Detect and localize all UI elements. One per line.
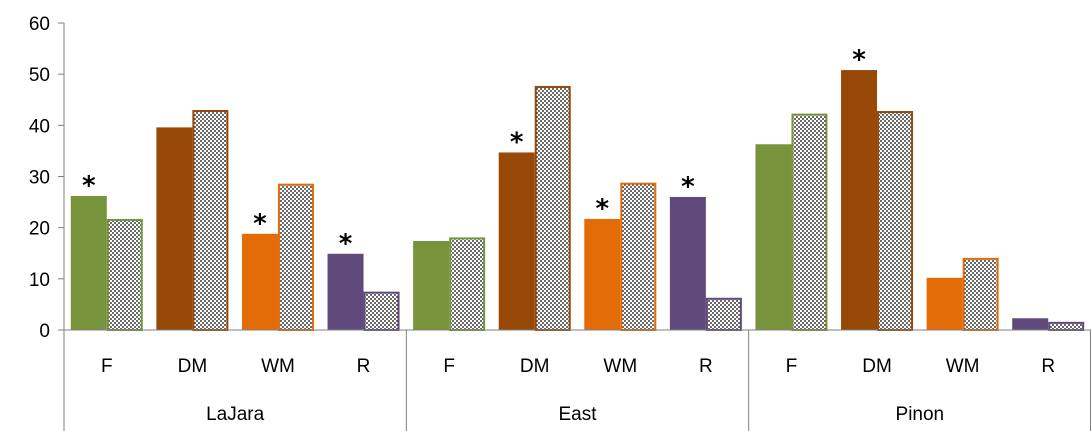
y-tick-label: 0 (39, 321, 50, 342)
x-category-label: R (357, 356, 371, 377)
x-category-label: WM (946, 356, 980, 377)
y-tick-label: 20 (29, 219, 50, 240)
x-category-label: R (1041, 356, 1055, 377)
y-tick-label: 40 (29, 116, 50, 137)
bar-dotted-east-f (449, 237, 486, 331)
bars-layer: * * * * * * * (70, 45, 1085, 332)
significance-star: * (595, 194, 609, 224)
x-category-label: F (786, 356, 798, 377)
significance-star: * (339, 229, 353, 259)
x-category-label: DM (862, 356, 892, 377)
bar-dotted-pinon-f (791, 113, 828, 331)
x-category-label: DM (178, 356, 208, 377)
significance-star: * (681, 172, 695, 202)
y-tick-label: 60 (29, 14, 50, 35)
y-axis: 0 10 20 30 40 50 60 (29, 14, 65, 342)
bar-dotted-pinon-r (1048, 321, 1085, 332)
x-category-label: F (443, 356, 455, 377)
bar-solid-pinon-wm (926, 277, 963, 330)
x-group-label: Pinon (896, 404, 945, 425)
bar-solid-east-f (413, 240, 450, 330)
bar-solid-pinon-r (1012, 318, 1049, 330)
x-group-label: LaJara (206, 404, 265, 425)
bar-solid-east-dm (498, 152, 535, 330)
y-tick-label: 50 (29, 65, 50, 86)
significance-star: * (852, 45, 866, 75)
y-tick-label: 10 (29, 270, 50, 291)
significance-star: * (510, 127, 524, 157)
x-axis: F DM WM R LaJara F DM WM R East F DM WM R Pinon (63, 329, 1091, 431)
bar-solid-pinon-f (755, 144, 792, 330)
bar-solid-lajara-r (327, 253, 364, 330)
bar-dotted-east-wm (620, 182, 657, 331)
bar-solid-lajara-dm (156, 127, 193, 330)
bar-dotted-lajara-f (106, 218, 143, 331)
bar-solid-lajara-f (70, 195, 107, 330)
significance-star: * (82, 171, 96, 201)
bar-solid-east-r (669, 196, 706, 330)
bar-dotted-east-r (705, 297, 742, 331)
bar-solid-east-wm (584, 218, 621, 330)
bar-dotted-lajara-r (363, 291, 400, 332)
bar-dotted-east-dm (534, 85, 571, 332)
x-category-label: WM (261, 356, 295, 377)
bar-solid-lajara-wm (241, 233, 278, 330)
bar-solid-pinon-dm (841, 70, 878, 330)
x-category-label: DM (520, 356, 550, 377)
bar-dotted-lajara-dm (192, 110, 229, 331)
bar-dotted-pinon-dm (877, 111, 914, 331)
x-category-label: R (699, 356, 713, 377)
significance-star: * (253, 209, 267, 239)
bar-dotted-lajara-wm (277, 183, 314, 331)
x-category-label: F (101, 356, 113, 377)
y-tick-label: 30 (29, 168, 50, 189)
x-category-label: WM (603, 356, 637, 377)
x-group-label: East (558, 404, 597, 425)
bar-dotted-pinon-wm (962, 257, 999, 331)
